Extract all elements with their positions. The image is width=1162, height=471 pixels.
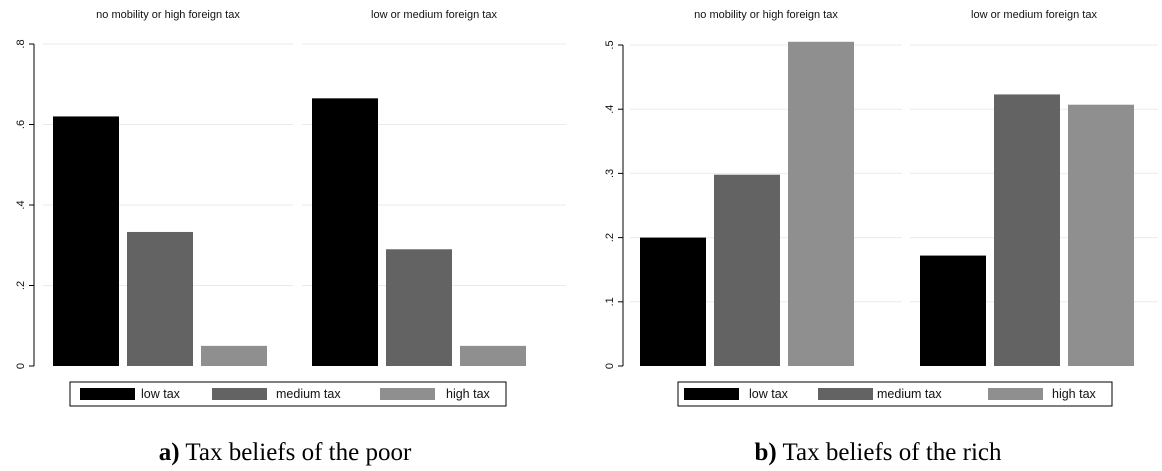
legend: low tax medium tax high tax	[677, 381, 1113, 407]
legend-label: high tax	[446, 387, 491, 401]
bar-medium-tax	[714, 174, 780, 366]
chart-b: 0 .1 .2 .3 .4 .5 no mobility or high foreign t…	[604, 9, 1158, 466]
y-tick-label: .6	[15, 120, 27, 129]
figure-caption: b) Tax beliefs of the rich	[754, 439, 1002, 466]
y-tick-label: .2	[15, 281, 27, 290]
y-tick-label: .4	[15, 200, 27, 209]
legend-swatch	[684, 388, 739, 400]
legend-label: low tax	[749, 387, 789, 401]
panel-1: no mobility or high foreign tax	[53, 9, 267, 366]
y-tick-label: .8	[15, 39, 27, 48]
y-tick-label: .3	[604, 169, 616, 178]
bar-high-tax	[1068, 104, 1134, 367]
legend-swatch	[988, 388, 1043, 400]
y-tick-label: .1	[604, 297, 616, 306]
chart-a: 0 .2 .4 .6 .8 no mobility or high foreign tax…	[15, 9, 566, 466]
panel-title: low or medium foreign tax	[371, 9, 497, 21]
y-tick-label: .5	[604, 40, 616, 49]
bar-low-tax	[920, 255, 986, 366]
panel-title: no mobility or high foreign tax	[96, 9, 240, 21]
bar-high-tax	[460, 345, 526, 366]
caption-label: b)	[754, 439, 776, 466]
legend-label: medium tax	[276, 387, 341, 401]
legend-swatch	[818, 388, 873, 400]
caption-text: Tax beliefs of the poor	[180, 439, 412, 466]
legend-swatch	[212, 388, 267, 400]
panel-2: low or medium foreign tax	[920, 9, 1134, 367]
caption-text: Tax beliefs of the rich	[777, 439, 1002, 466]
panel-2: low or medium foreign tax	[312, 9, 526, 367]
legend-swatch	[380, 388, 435, 400]
y-tick-label: .4	[604, 105, 616, 114]
bar-high-tax	[201, 345, 267, 366]
bar-medium-tax	[994, 94, 1060, 367]
legend-swatch	[80, 388, 135, 400]
bar-medium-tax	[386, 249, 452, 366]
caption-label: a)	[159, 439, 180, 466]
y-tick-label: 0	[604, 363, 616, 369]
panel-title: low or medium foreign tax	[971, 9, 1097, 21]
legend-label: high tax	[1052, 387, 1097, 401]
bar-low-tax	[640, 237, 706, 366]
figure-caption: a) Tax beliefs of the poor	[159, 439, 412, 466]
bar-low-tax	[312, 98, 378, 367]
y-tick-label: .2	[604, 233, 616, 242]
y-tick-label: 0	[15, 363, 27, 369]
panel-1: no mobility or high foreign tax	[640, 9, 854, 366]
legend: low tax medium tax high tax	[69, 381, 507, 407]
legend-label: medium tax	[877, 387, 942, 401]
bar-high-tax	[788, 41, 854, 366]
legend-label: low tax	[141, 387, 181, 401]
bar-medium-tax	[127, 231, 193, 366]
bar-low-tax	[53, 116, 119, 366]
panel-title: no mobility or high foreign tax	[694, 9, 838, 21]
